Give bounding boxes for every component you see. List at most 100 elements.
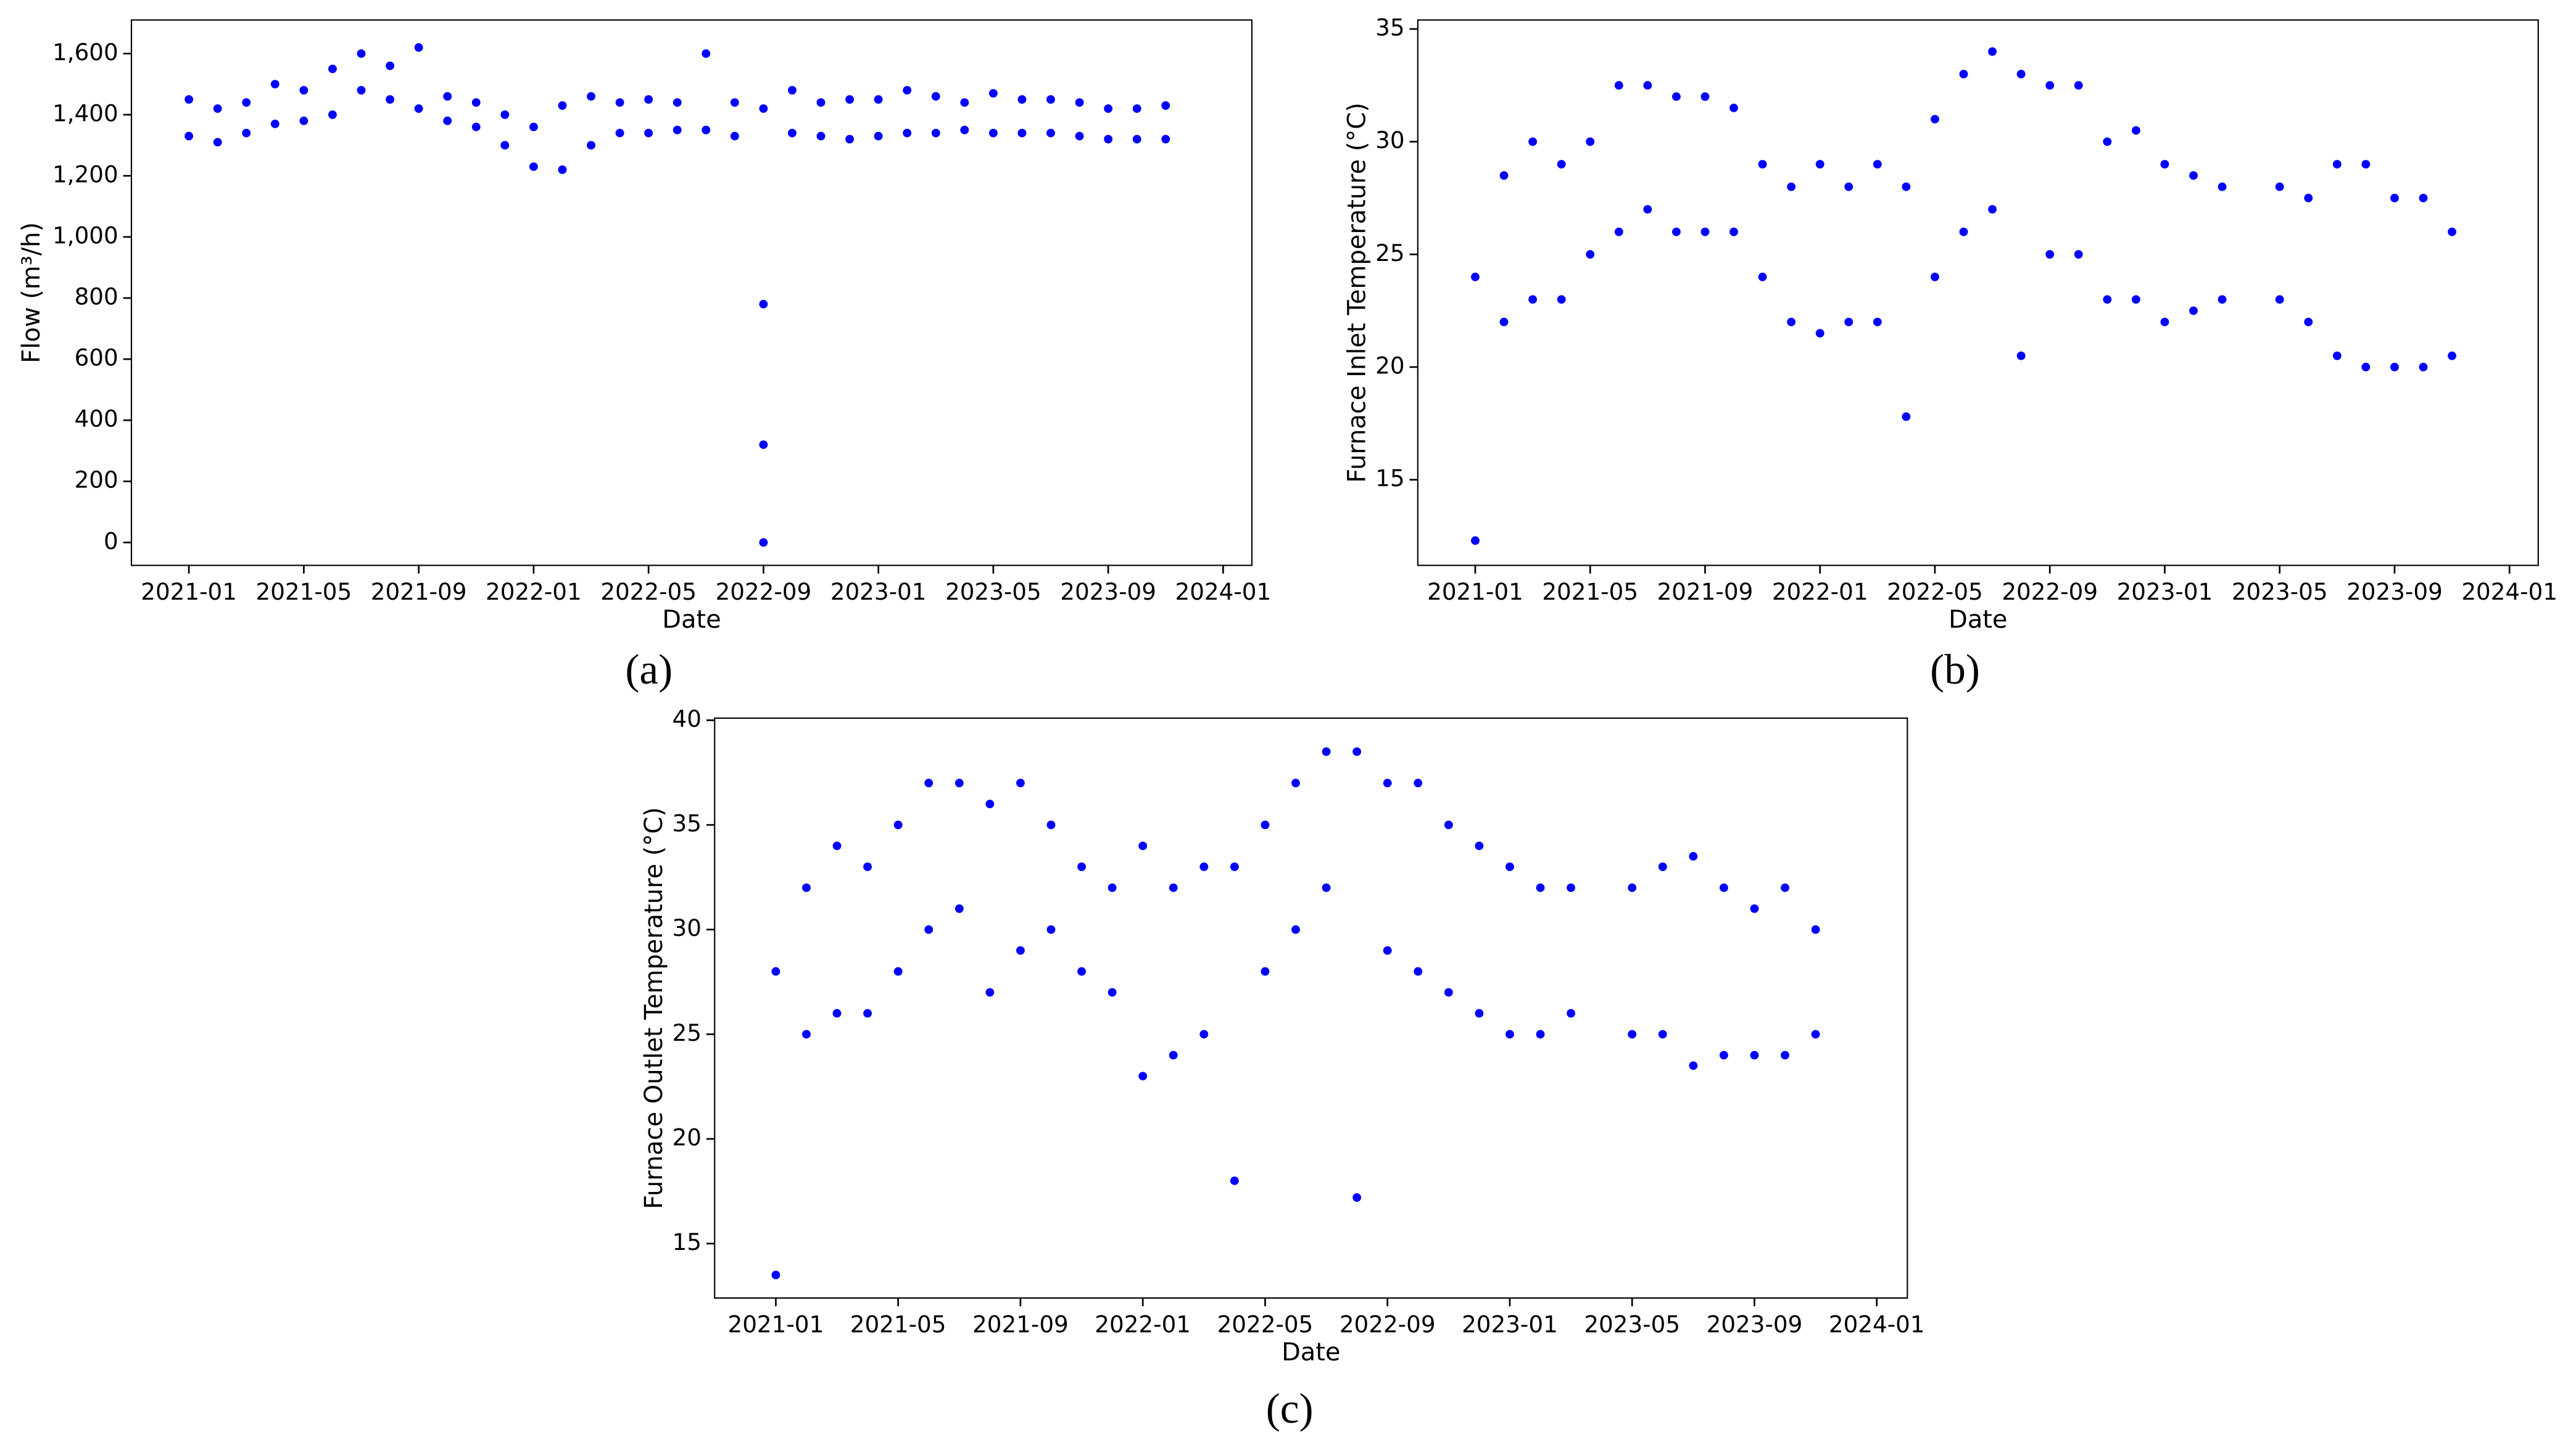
data-point <box>2045 250 2055 259</box>
data-point <box>1700 92 1710 101</box>
data-point <box>242 128 251 138</box>
data-point <box>2419 363 2428 371</box>
data-point <box>471 98 481 107</box>
caption: (a) <box>625 645 673 693</box>
data-point <box>213 138 222 147</box>
data-point <box>1750 1051 1759 1060</box>
x-tick-label: 2021-05 <box>1542 578 1638 605</box>
data-point <box>386 61 394 70</box>
data-point <box>1471 536 1480 545</box>
data-point <box>1352 1193 1362 1202</box>
data-point <box>1505 1030 1514 1039</box>
data-point <box>2332 351 2342 360</box>
x-tick-label: 2022-05 <box>600 578 697 605</box>
x-axis-label: Date <box>662 605 721 634</box>
data-point <box>788 86 797 95</box>
x-tick-label: 2022-05 <box>1217 1311 1314 1338</box>
data-point <box>328 64 337 73</box>
data-point <box>2390 194 2399 202</box>
y-tick-label: 15 <box>1375 465 1404 492</box>
x-tick-label: 2022-09 <box>2002 578 2098 605</box>
data-point <box>1658 1030 1667 1039</box>
data-point <box>529 162 538 172</box>
data-point <box>2189 171 2198 180</box>
data-point <box>759 538 768 547</box>
data-point <box>832 1009 842 1018</box>
data-point <box>1811 925 1820 934</box>
x-tick-label: 2021-09 <box>371 578 467 605</box>
data-point <box>863 1009 872 1018</box>
data-point <box>1291 779 1300 788</box>
data-point <box>1781 883 1789 892</box>
data-point <box>702 49 711 58</box>
y-tick-label: 40 <box>673 705 702 732</box>
x-tick-label: 2024-01 <box>1175 578 1272 605</box>
data-point <box>471 122 481 131</box>
data-point <box>960 125 969 134</box>
data-point <box>903 86 912 95</box>
data-point <box>1643 205 1652 214</box>
data-point <box>1046 925 1056 934</box>
data-point <box>587 92 595 101</box>
data-point <box>2275 295 2284 304</box>
data-point <box>558 165 567 174</box>
data-point <box>988 89 998 98</box>
data-point <box>2103 295 2112 304</box>
data-point <box>874 95 883 104</box>
data-point <box>1017 95 1027 104</box>
data-point <box>1750 904 1759 913</box>
data-point <box>1586 137 1595 146</box>
caption: (b) <box>1930 645 1980 693</box>
data-point <box>1138 842 1148 850</box>
data-point <box>414 104 423 113</box>
data-point <box>1161 101 1170 110</box>
data-point <box>1729 227 1738 236</box>
data-point <box>802 883 811 892</box>
data-point <box>730 98 739 107</box>
x-tick-label: 2022-09 <box>1340 1311 1436 1338</box>
data-point <box>1787 317 1796 326</box>
data-point <box>1444 988 1453 997</box>
data-point <box>1499 317 1509 326</box>
y-tick-label: 1,600 <box>52 38 118 65</box>
y-tick-label: 30 <box>1375 126 1404 154</box>
data-point <box>644 128 653 138</box>
data-point <box>2448 227 2456 236</box>
x-tick-label: 2021-01 <box>1427 578 1523 605</box>
data-point <box>1108 988 1117 997</box>
data-point <box>1261 967 1270 976</box>
data-point <box>1017 128 1027 138</box>
data-point <box>1844 317 1853 326</box>
data-point <box>615 128 624 138</box>
data-point <box>2304 317 2313 326</box>
data-point <box>1104 134 1113 144</box>
data-point <box>2361 363 2371 371</box>
data-point <box>1671 227 1681 236</box>
data-point <box>759 104 768 113</box>
y-tick-label: 1,200 <box>52 160 118 188</box>
data-point <box>1230 862 1239 871</box>
data-point <box>1931 115 1939 124</box>
x-tick-label: 2023-05 <box>945 578 1042 605</box>
caption: (c) <box>1266 1384 1314 1432</box>
data-point <box>771 1270 781 1280</box>
data-point <box>1729 103 1738 112</box>
data-point <box>2074 81 2083 90</box>
data-point <box>1108 883 1117 892</box>
y-tick-label: 200 <box>75 466 118 494</box>
data-point <box>1352 747 1362 756</box>
data-point <box>2131 295 2140 304</box>
data-point <box>1567 1009 1576 1018</box>
x-tick-label: 2023-09 <box>1060 578 1156 605</box>
data-point <box>985 800 995 809</box>
data-point <box>1016 946 1025 955</box>
data-point <box>1291 925 1300 934</box>
data-point <box>2016 70 2026 78</box>
x-tick-label: 2023-01 <box>2117 578 2213 605</box>
data-point <box>1528 295 1538 304</box>
data-point <box>558 101 567 110</box>
data-point <box>730 131 739 141</box>
data-point <box>924 779 934 788</box>
